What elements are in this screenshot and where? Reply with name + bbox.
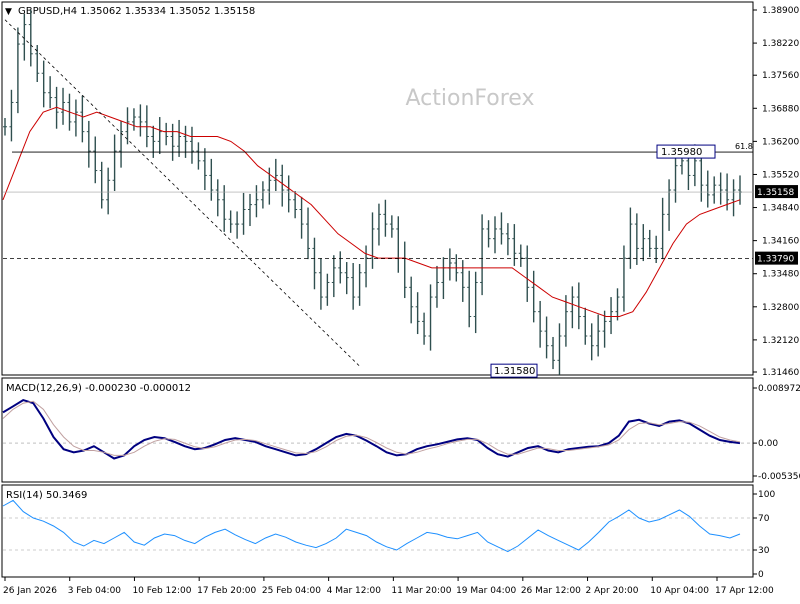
rsi-panel-frame bbox=[1, 484, 754, 578]
price-plot: 61.8 1.35980 1.33790 1.31580 1.35158 bbox=[2, 10, 798, 378]
price-tick-label: 1.38900 bbox=[762, 6, 799, 16]
rsi-tick-label: 0 bbox=[758, 570, 764, 580]
macd-main-line bbox=[2, 399, 741, 460]
price-tick-label: 1.36200 bbox=[762, 137, 799, 147]
time-tick-label: 26 Mar 12:00 bbox=[521, 586, 581, 596]
time-tick-label: 11 Mar 20:00 bbox=[391, 586, 451, 596]
macd-tick-label: 0.00 bbox=[758, 439, 778, 449]
macd-tick-label: 0.008972 bbox=[758, 384, 800, 394]
current-price-tag: 1.35158 bbox=[757, 188, 794, 198]
macd-axis: 0.008972 0.00 -0.005356 bbox=[753, 384, 800, 482]
macd-signal-line bbox=[2, 400, 741, 456]
time-tick-label: 2 Apr 20:00 bbox=[586, 586, 639, 596]
time-tick-label: 25 Feb 04:00 bbox=[262, 586, 321, 596]
price-tick-label: 1.34840 bbox=[762, 204, 799, 214]
moving-average-line bbox=[2, 106, 741, 317]
time-tick-label: 17 Apr 12:00 bbox=[715, 586, 774, 596]
high-level-label: 1.35980 bbox=[661, 147, 702, 158]
price-tick-label: 1.31460 bbox=[762, 368, 799, 378]
support-level-tag-bg bbox=[755, 251, 798, 265]
price-tick-label: 1.32800 bbox=[762, 303, 799, 313]
time-tick-label: 4 Mar 12:00 bbox=[327, 586, 382, 596]
price-panel-frame bbox=[1, 1, 754, 376]
low-level-box bbox=[490, 363, 538, 378]
rsi-line bbox=[2, 499, 741, 553]
price-tick-label: 1.32120 bbox=[762, 336, 799, 346]
rsi-tick-label: 30 bbox=[758, 546, 770, 556]
current-price-tag-bg bbox=[755, 185, 798, 199]
time-tick-label: 17 Feb 20:00 bbox=[197, 586, 256, 596]
time-axis: 26 Jan 2026 3 Feb 04:00 10 Feb 12:00 17 Feb… bbox=[3, 577, 774, 596]
low-level-label: 1.31580 bbox=[494, 366, 535, 377]
fib-618-level-tag: 61.8 bbox=[735, 142, 753, 151]
price-tick-label: 1.38220 bbox=[762, 39, 799, 49]
support-level-tag: 1.33790 bbox=[757, 255, 794, 265]
rsi-tick-label: 100 bbox=[758, 490, 775, 500]
rsi-plot bbox=[2, 499, 753, 553]
price-chart-title: GBPUSD,H4 1.35062 1.35334 1.35052 1.3515… bbox=[18, 6, 255, 17]
time-tick-label: 10 Apr 04:00 bbox=[650, 586, 709, 596]
collapse-icon[interactable]: ▼ bbox=[5, 7, 12, 17]
macd-panel-frame bbox=[1, 377, 754, 483]
price-tick-label: 1.33480 bbox=[762, 270, 799, 280]
price-tick-label: 1.37560 bbox=[762, 71, 799, 81]
rsi-chart-title: RSI(14) 50.3469 bbox=[6, 490, 87, 501]
trendline bbox=[4, 19, 360, 367]
price-axis: 1.38900 1.38220 1.37560 1.36880 1.36200 1.355… bbox=[753, 6, 799, 378]
price-tick-label: 1.34160 bbox=[762, 237, 799, 247]
price-tick-label: 1.36880 bbox=[762, 104, 799, 114]
macd-chart-title: MACD(12,26,9) -0.000230 -0.000012 bbox=[6, 383, 191, 394]
time-tick-label: 19 Mar 04:00 bbox=[456, 586, 516, 596]
time-tick-label: 26 Jan 2026 bbox=[3, 586, 57, 596]
macd-plot bbox=[2, 399, 753, 460]
time-tick-label: 10 Feb 12:00 bbox=[132, 586, 191, 596]
rsi-axis: 100 70 30 0 bbox=[753, 490, 775, 580]
watermark-text: ActionForex bbox=[406, 86, 535, 111]
time-tick-label: 3 Feb 04:00 bbox=[68, 586, 122, 596]
price-tick-label: 1.35520 bbox=[762, 170, 799, 180]
high-level-box bbox=[656, 144, 716, 159]
rsi-tick-label: 70 bbox=[758, 514, 770, 524]
macd-tick-label: -0.005356 bbox=[758, 472, 800, 482]
